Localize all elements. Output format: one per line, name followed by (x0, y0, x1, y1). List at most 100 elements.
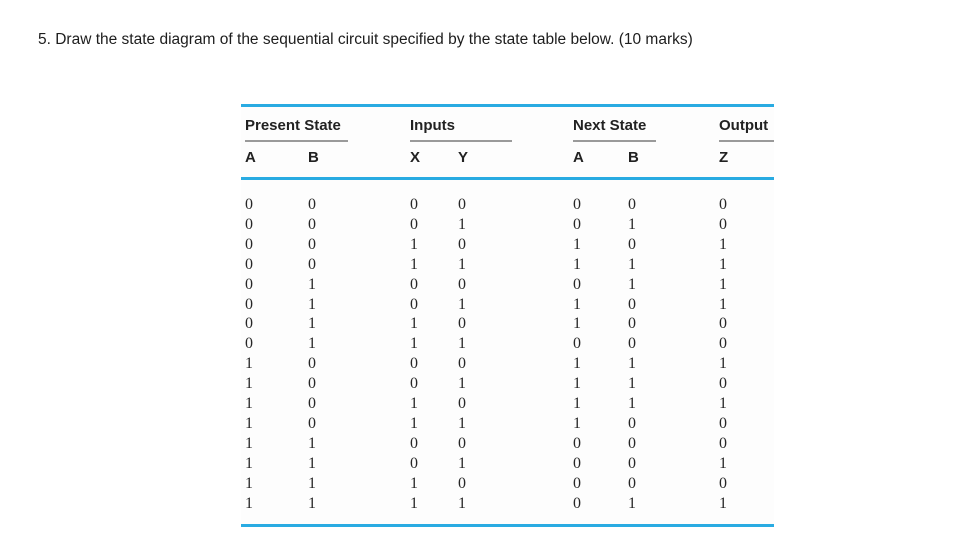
table-row: 0 1 0 1 1 0 1 (241, 295, 774, 315)
cell-value: 1 (458, 335, 466, 353)
table-row: 1 1 0 1 0 0 1 (241, 454, 774, 474)
cell-value: 0 (719, 335, 727, 353)
cell-value: 0 (410, 375, 418, 393)
cell-value: 0 (719, 414, 727, 432)
table-row: 0 0 1 1 1 1 1 (241, 255, 774, 275)
cell-value: 0 (458, 355, 466, 373)
col-group-output: Output (719, 117, 774, 142)
col-group-inputs-label: Inputs (410, 118, 512, 142)
cell-value: 0 (410, 215, 418, 233)
cell-value: 1 (410, 494, 418, 512)
table-row: 0 0 0 0 0 0 0 (241, 195, 774, 215)
cell-value: 1 (628, 375, 636, 393)
cell-value: 0 (719, 375, 727, 393)
cell-value: 0 (573, 196, 581, 213)
cell-value: 1 (573, 295, 581, 313)
cell-value: 1 (719, 235, 727, 253)
cell-value: 0 (573, 454, 581, 472)
cell-value: 0 (245, 295, 253, 313)
col-group-inputs: Inputs (410, 117, 573, 142)
col-group-present-state: Present State (245, 117, 410, 142)
cell-value: 0 (245, 315, 253, 333)
col-header-input-x: X (410, 149, 421, 166)
table-row: 0 1 0 0 0 1 1 (241, 275, 774, 295)
table-row: 1 0 1 0 1 1 1 (241, 394, 774, 414)
cell-value: 1 (628, 255, 636, 273)
table-row: 1 0 0 1 1 1 0 (241, 374, 774, 394)
cell-value: 1 (573, 414, 581, 432)
cell-value: 1 (308, 295, 316, 313)
cell-value: 1 (410, 235, 418, 253)
table-row: 0 0 1 0 1 0 1 (241, 235, 774, 255)
cell-value: 0 (628, 414, 636, 432)
cell-value: 1 (458, 295, 466, 313)
cell-value: 0 (458, 395, 466, 413)
cell-value: 1 (308, 454, 316, 472)
table-row: 1 1 1 0 0 0 0 (241, 474, 774, 494)
cell-value: 0 (458, 434, 466, 452)
col-header-present-a: A (245, 149, 256, 166)
cell-value: 0 (628, 454, 636, 472)
cell-value: 1 (719, 275, 727, 293)
cell-value: 0 (308, 255, 316, 273)
cell-value: 1 (308, 335, 316, 353)
cell-value: 0 (628, 235, 636, 253)
cell-value: 1 (719, 255, 727, 273)
cell-value: 1 (628, 275, 636, 293)
cell-value: 1 (458, 494, 466, 512)
cell-value: 1 (458, 414, 466, 432)
cell-value: 0 (308, 196, 316, 213)
table-column-header-row: A B X Y A B Z (241, 150, 774, 180)
cell-value: 0 (458, 474, 466, 492)
cell-value: 1 (458, 454, 466, 472)
cell-value: 1 (573, 255, 581, 273)
cell-value: 0 (245, 235, 253, 253)
cell-value: 1 (245, 494, 253, 512)
cell-value: 1 (410, 315, 418, 333)
cell-value: 0 (308, 414, 316, 432)
cell-value: 1 (308, 315, 316, 333)
cell-value: 0 (410, 275, 418, 293)
cell-value: 0 (410, 196, 418, 213)
col-group-next-state: Next State (573, 117, 719, 142)
cell-value: 1 (245, 434, 253, 452)
col-group-next-state-label: Next State (573, 118, 656, 142)
cell-value: 0 (245, 215, 253, 233)
cell-value: 1 (573, 235, 581, 253)
question-text: 5. Draw the state diagram of the sequent… (38, 31, 693, 48)
cell-value: 0 (308, 375, 316, 393)
cell-value: 0 (628, 315, 636, 333)
cell-value: 0 (628, 335, 636, 353)
cell-value: 0 (245, 196, 253, 213)
cell-value: 1 (573, 315, 581, 333)
cell-value: 0 (245, 275, 253, 293)
cell-value: 1 (308, 434, 316, 452)
cell-value: 1 (458, 375, 466, 393)
cell-value: 0 (573, 215, 581, 233)
cell-value: 0 (573, 494, 581, 512)
cell-value: 1 (628, 355, 636, 373)
cell-value: 0 (458, 315, 466, 333)
table-row: 1 1 0 0 0 0 0 (241, 434, 774, 454)
cell-value: 0 (410, 434, 418, 452)
cell-value: 1 (458, 255, 466, 273)
cell-value: 1 (410, 395, 418, 413)
table-row: 1 1 1 1 0 1 1 (241, 494, 774, 514)
cell-value: 0 (308, 395, 316, 413)
cell-value: 1 (573, 395, 581, 413)
cell-value: 0 (410, 355, 418, 373)
cell-value: 1 (719, 355, 727, 373)
col-header-input-y: Y (458, 149, 469, 166)
cell-value: 1 (245, 454, 253, 472)
cell-value: 0 (573, 335, 581, 353)
cell-value: 0 (719, 215, 727, 233)
cell-value: 0 (458, 275, 466, 293)
cell-value: 1 (245, 395, 253, 413)
cell-value: 1 (410, 474, 418, 492)
cell-value: 1 (719, 395, 727, 413)
col-group-present-state-label: Present State (245, 118, 348, 142)
cell-value: 0 (719, 196, 727, 213)
cell-value: 0 (573, 275, 581, 293)
cell-value: 0 (628, 474, 636, 492)
cell-value: 0 (308, 235, 316, 253)
